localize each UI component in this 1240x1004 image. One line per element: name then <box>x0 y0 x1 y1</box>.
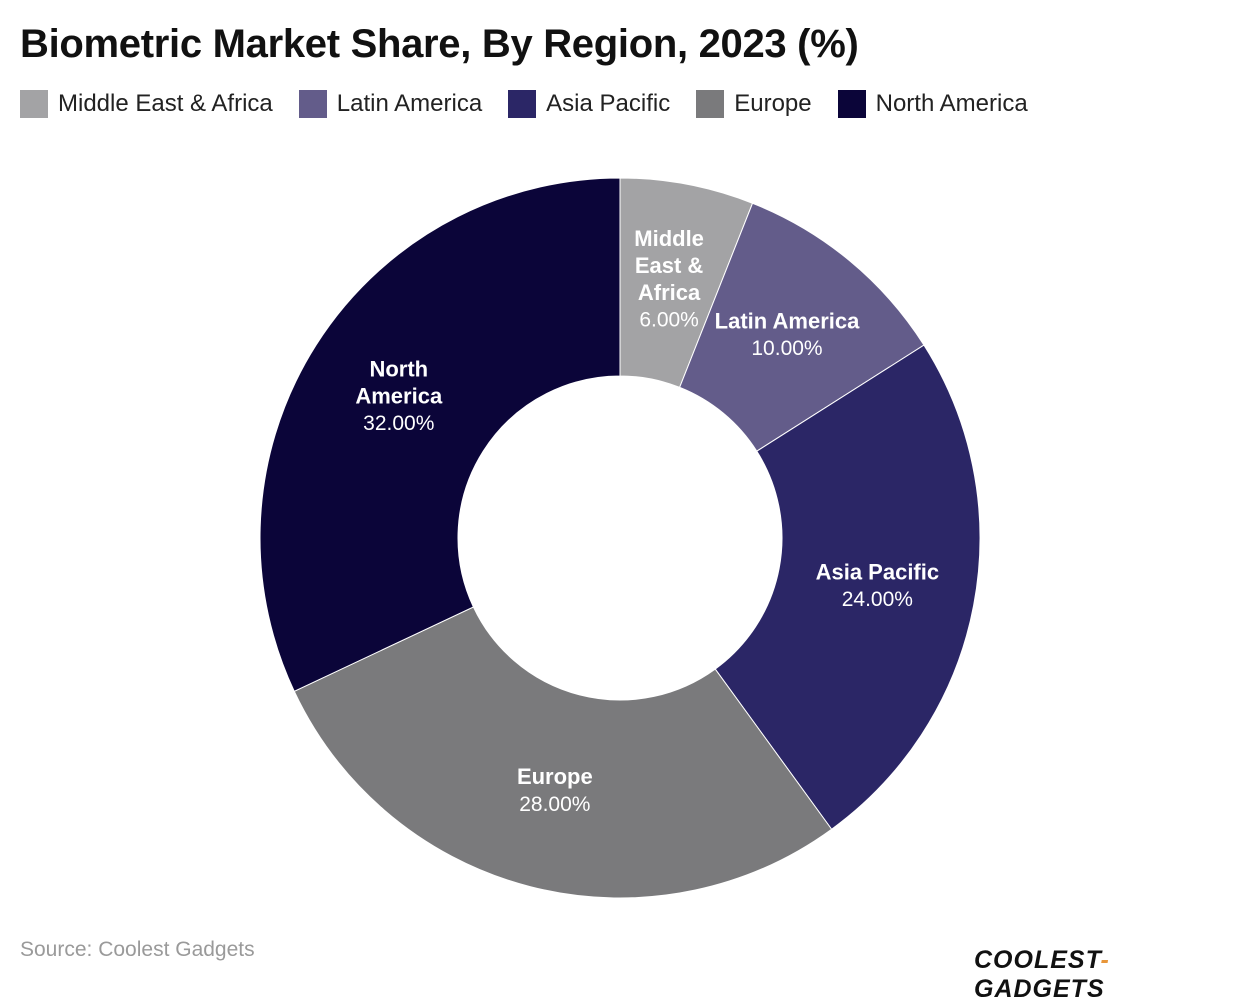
brand-logo: COOLEST-GADGETS <box>974 946 1240 1004</box>
source-note: Source: Coolest Gadgets <box>20 938 255 961</box>
chart-title: Biometric Market Share, By Region, 2023 … <box>20 22 859 66</box>
legend-item: Europe <box>696 90 812 118</box>
slice-label-value: 6.00% <box>639 309 699 332</box>
legend-swatch <box>508 90 537 118</box>
legend-swatch <box>696 90 725 118</box>
slice-label-name: Middle <box>634 226 704 251</box>
brand-left: COOLEST <box>974 946 1101 974</box>
brand-right: GADGETS <box>974 975 1105 1003</box>
legend-label: Middle East & Africa <box>58 90 273 117</box>
slice-label: Latin America 10.00% <box>715 308 860 360</box>
slice-label-name: North <box>369 356 428 381</box>
legend-item: North America <box>837 90 1028 118</box>
legend-swatch <box>20 90 48 118</box>
slice-europe <box>293 606 833 899</box>
legend: Middle East & Africa Latin America Asia … <box>20 90 1054 118</box>
slice-north-america <box>259 177 621 692</box>
legend-label: Latin America <box>336 90 483 117</box>
legend-label: Asia Pacific <box>546 90 671 117</box>
legend-label: North America <box>875 90 1028 117</box>
slice-label: Europe 28.00% <box>517 764 593 816</box>
legend-item: Latin America <box>298 90 483 118</box>
slice-label-name: Europe <box>517 764 593 789</box>
legend-item: Middle East & Africa <box>20 90 273 118</box>
slice-asia-pacific <box>714 344 981 830</box>
slice-label-value: 24.00% <box>842 588 913 611</box>
slice-label: Asia Pacific 24.00% <box>816 559 940 611</box>
legend-label: Europe <box>734 90 812 117</box>
legend-swatch <box>298 90 327 118</box>
legend-swatch <box>837 90 866 118</box>
slice-latin-america <box>678 202 925 452</box>
slice-label-name: Latin America <box>715 308 860 333</box>
slice-label-name: Asia Pacific <box>816 559 940 584</box>
slice-label-value: 32.00% <box>363 412 434 435</box>
slice-label-name: Africa <box>638 280 701 305</box>
slice-label-name: America <box>355 383 443 408</box>
slice-label-value: 28.00% <box>519 793 590 816</box>
brand-dash: - <box>1100 946 1110 974</box>
slice-label-value: 10.00% <box>751 337 822 360</box>
slice-label-name: East & <box>635 253 704 278</box>
legend-item: Asia Pacific <box>508 90 670 118</box>
